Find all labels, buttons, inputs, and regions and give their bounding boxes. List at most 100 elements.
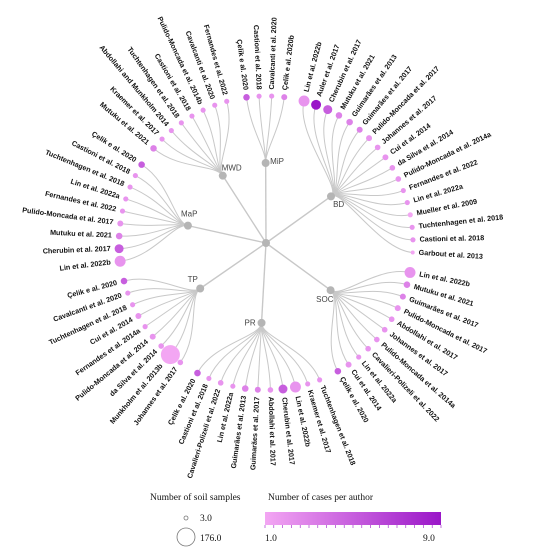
branch-link [330, 156, 386, 197]
leaf-label: Castioni et al. 2018 [419, 233, 484, 243]
root-link-soc [265, 242, 332, 291]
group-label-pr: PR [245, 319, 256, 328]
color-legend-ticks [264, 525, 442, 528]
leaf-node [125, 290, 131, 296]
group-label-tp: TP [188, 275, 198, 284]
leaf-node [410, 237, 416, 243]
leaf-node [400, 187, 406, 194]
leaf-label: Cavalcanti et al. 2020 [52, 291, 123, 324]
leaf-label: Cherubin et al. 2017 [280, 397, 297, 465]
size-legend-large-circle [176, 527, 196, 547]
leaf-label: Mutuku et al. 2021 [50, 228, 112, 240]
branch-link [220, 322, 263, 383]
leaf-node [115, 232, 123, 240]
leaf-node [117, 220, 124, 227]
leaf-node [356, 126, 363, 133]
branch-link [138, 288, 201, 317]
root-link-tp [199, 242, 267, 290]
leaf-node [365, 345, 371, 352]
leaf-node [194, 369, 201, 377]
leaf-node [305, 381, 311, 387]
size-legend-small-label: 3.0 [200, 514, 212, 524]
leaf-node [224, 98, 230, 104]
leaf-label: Abdollahi et al. 2017 [267, 397, 278, 466]
leaf-node [317, 377, 323, 383]
leaf-node [394, 305, 401, 312]
root-link-pr [260, 242, 267, 323]
size-legend-title: Number of soil samples [150, 492, 241, 503]
leaf-node [256, 93, 262, 99]
leaf-node [123, 196, 129, 202]
leaf-label: Çelik e al. 2020b [280, 34, 296, 91]
leaf-node [168, 127, 174, 134]
tree-nodes [114, 93, 416, 394]
leaf-node [189, 113, 195, 119]
branch-link [330, 195, 413, 253]
leaf-label: Cherubin et al. 2017 [43, 244, 111, 256]
leaf-node [254, 386, 261, 393]
branch-link [120, 225, 189, 262]
color-legend-bar [265, 512, 441, 525]
branch-link [261, 322, 309, 385]
leaf-node [323, 105, 333, 115]
branch-link [330, 289, 339, 372]
group-label-bd: BD [333, 200, 344, 209]
leaf-label: Çelik e al. 2020 [235, 39, 251, 91]
leaf-node [127, 184, 133, 190]
branch-link [220, 101, 230, 176]
root-link-map [187, 224, 267, 244]
branch-link [197, 322, 263, 374]
group-node-soc [326, 286, 335, 295]
leaf-node [289, 381, 301, 393]
leaf-node [395, 176, 402, 182]
branch-link [265, 97, 285, 164]
leaf-node [382, 154, 389, 161]
group-node-bd [327, 192, 336, 201]
leaf-node [142, 324, 148, 330]
legend: Number of soil samples 3.0 176.0 Number … [150, 492, 442, 547]
branch-link [330, 271, 411, 293]
leaf-label: Castioni et al. 2018 [252, 25, 264, 90]
branch-link [330, 190, 404, 197]
branch-link [302, 100, 334, 197]
leaf-node [149, 333, 156, 340]
leaf-node [269, 93, 275, 99]
leaf-node [119, 208, 126, 214]
leaf-node [132, 173, 138, 179]
root-link-bd [265, 195, 332, 244]
group-label-map: MaP [181, 209, 197, 218]
leaf-node [298, 95, 310, 107]
leaf-node [346, 118, 353, 126]
leaf-label: Lin et al. 2022b [59, 257, 112, 272]
group-node-mwd [218, 171, 227, 180]
leaf-node [345, 361, 352, 368]
size-legend-large-label: 176.0 [200, 534, 222, 544]
branch-link [330, 289, 385, 331]
leaf-label: Garbout et al. 2013 [418, 248, 483, 261]
branch-link [141, 164, 189, 227]
leaf-node [278, 384, 288, 394]
branch-link [246, 97, 267, 164]
branch-link [265, 96, 273, 164]
branch-link [191, 115, 224, 176]
leaf-node [114, 255, 126, 267]
leaf-label: Guimarães et al. 2017 [248, 396, 261, 470]
leaf-node [138, 161, 145, 168]
leaf-node [403, 281, 411, 288]
leaf-node [217, 380, 224, 386]
leaf-node [374, 144, 381, 151]
leaf-node [410, 250, 415, 255]
branch-link [208, 322, 263, 379]
leaf-node [381, 326, 388, 333]
root-link-mwd [222, 175, 267, 244]
leaf-node [335, 112, 343, 119]
leaf-label: Tuchtenhagen et al. 2018 [418, 212, 503, 230]
leaf-node [334, 367, 342, 375]
group-node-mip [261, 159, 270, 168]
leaf-node [150, 145, 157, 152]
branch-link [258, 96, 267, 164]
group-label-mip: MiP [270, 157, 284, 166]
leaf-node [158, 343, 164, 349]
